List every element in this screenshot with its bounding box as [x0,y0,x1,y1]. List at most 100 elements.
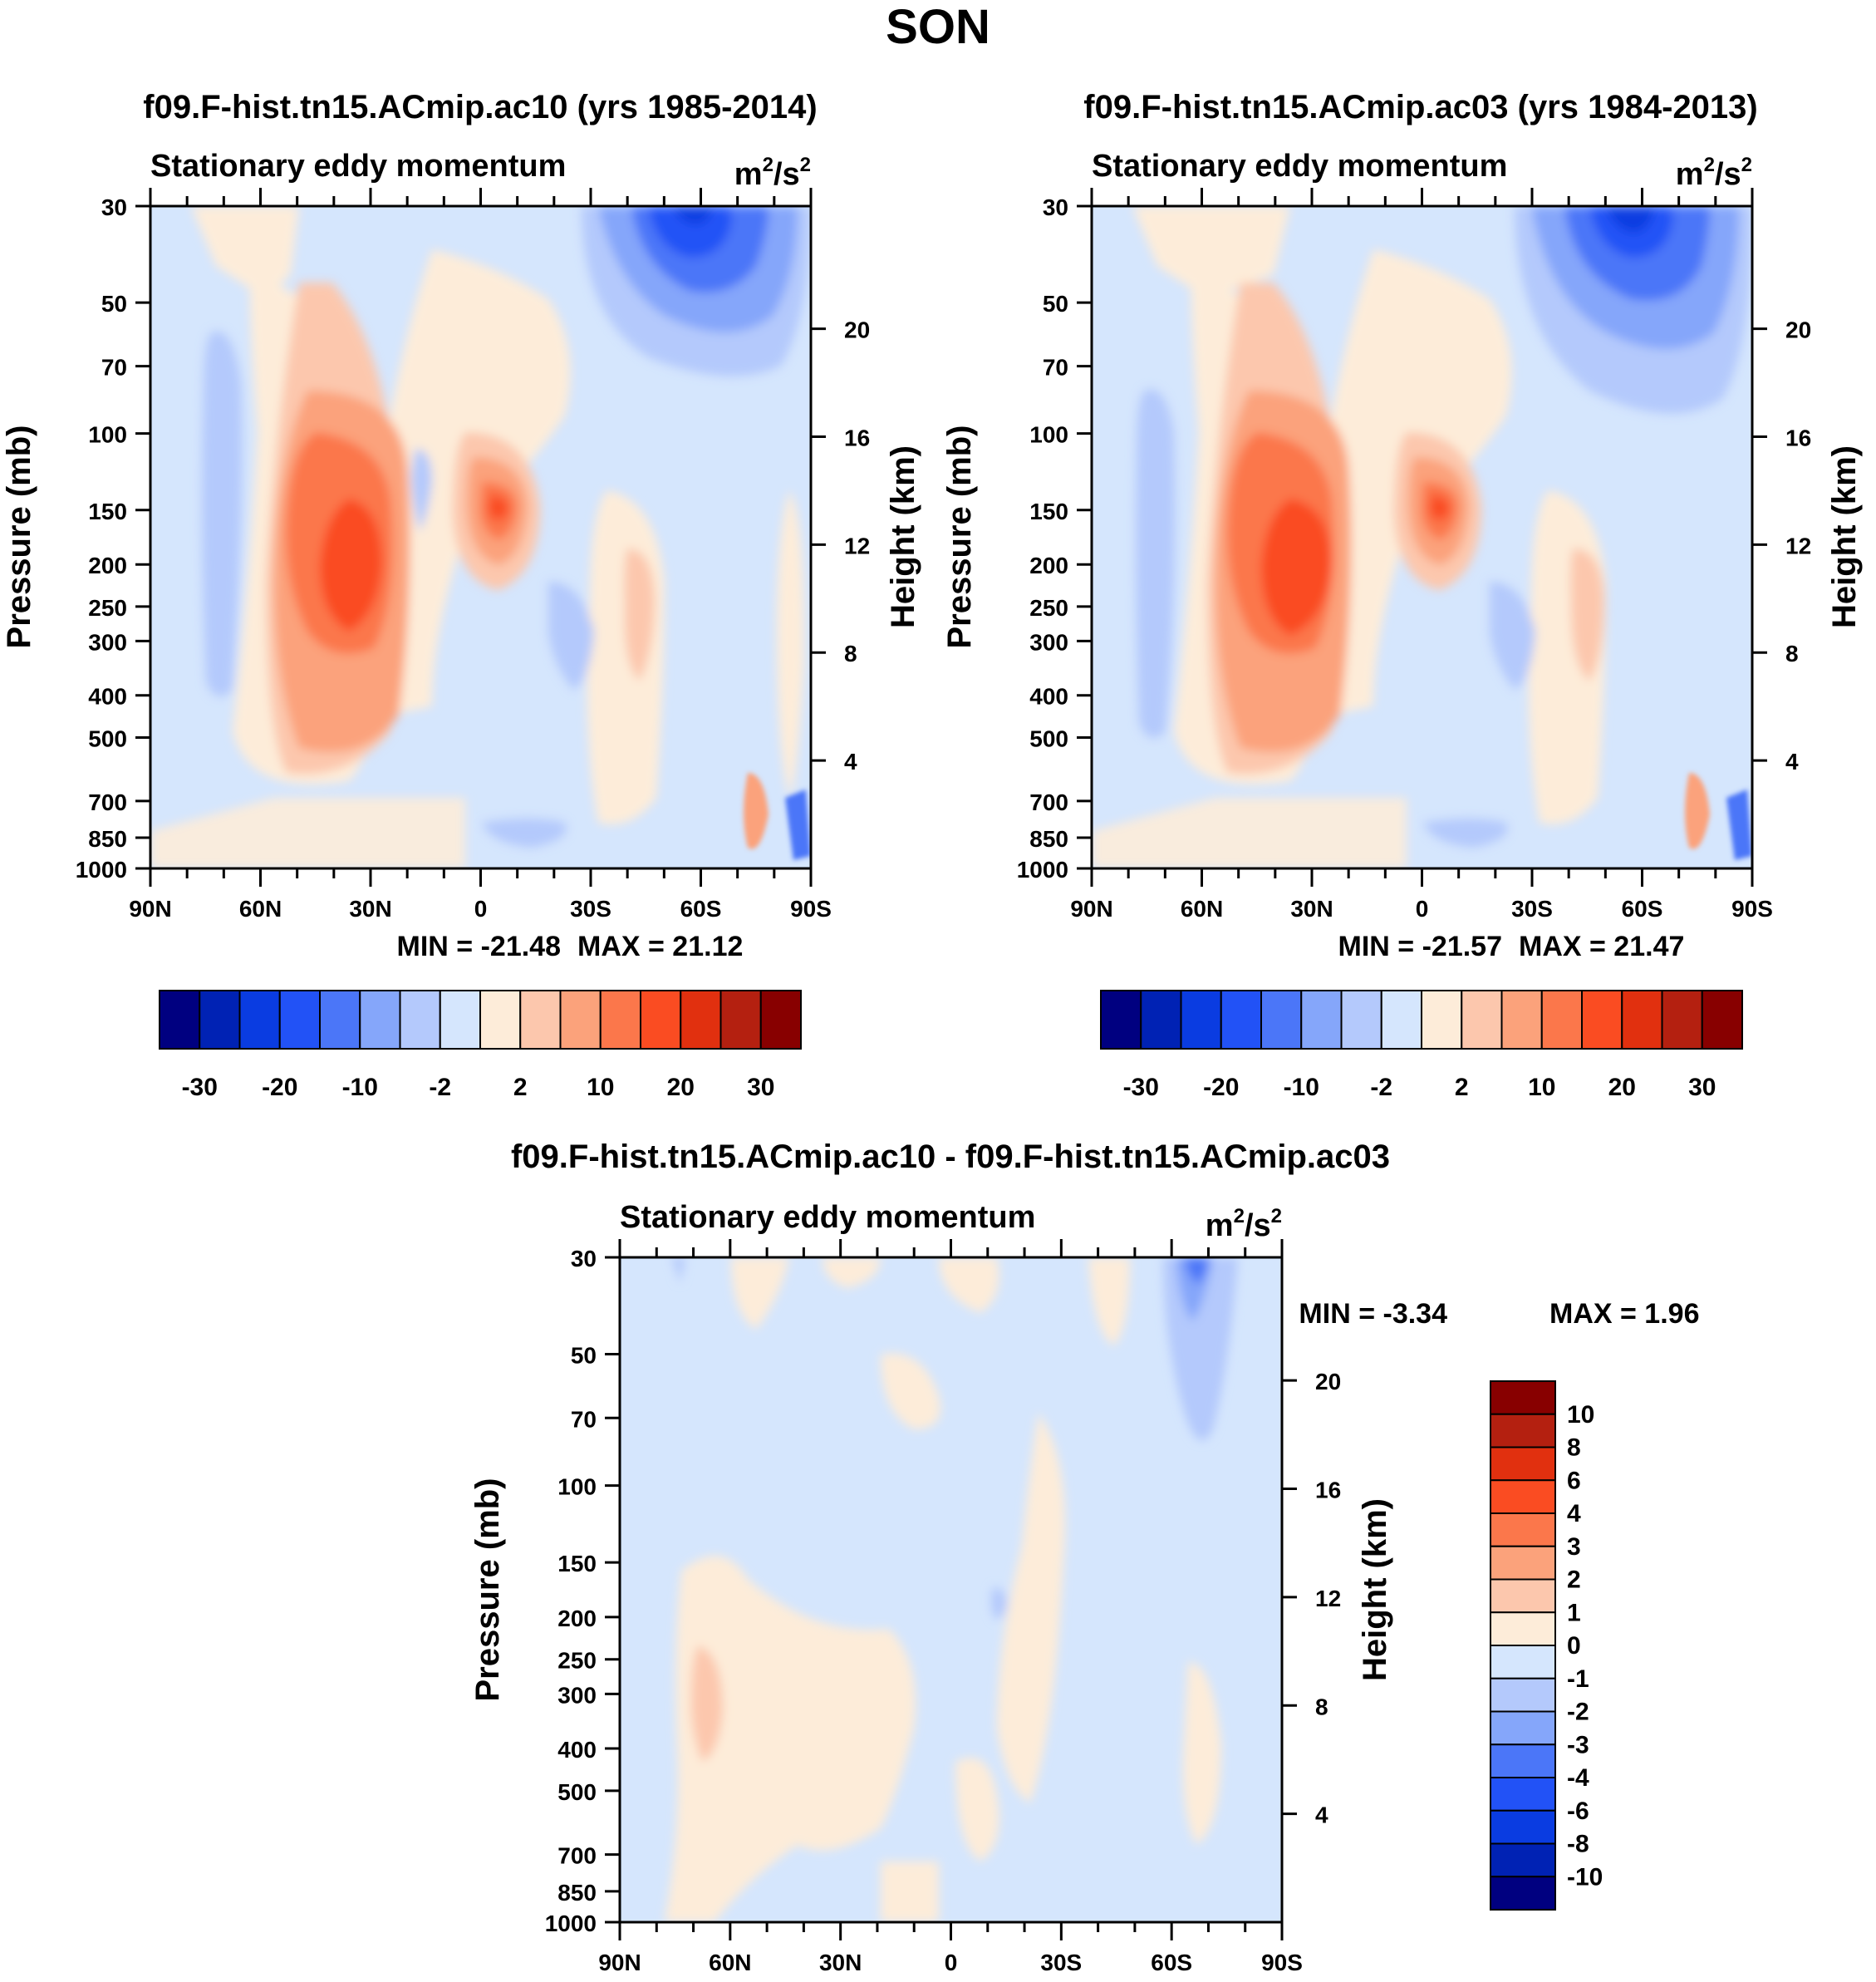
panel-ac03-ylabel: Pressure (mb) [941,425,978,649]
colorbar-swatch [1300,990,1343,1050]
contour-band [1088,1257,1130,1346]
x-tick-label: 60N [1181,896,1223,922]
panel-ac03-min: MIN = -21.57 [1338,931,1502,962]
colorbar-swatch [1490,1413,1556,1448]
contour-band [690,1645,723,1762]
y-tick-label: 700 [557,1843,597,1869]
colorbar-label: -30 [1123,1074,1159,1101]
contour-band [489,494,508,520]
colorbar-swatch [159,990,201,1050]
colorbar-swatch [1490,1842,1556,1878]
x-tick-label: 60S [680,896,722,922]
y-tick-label: 150 [557,1551,597,1576]
colorbar-swatch [1490,1809,1556,1845]
colorbar-swatch [1581,990,1623,1050]
panel-diff-left-string: Stationary eddy momentum [620,1200,1035,1235]
contour-band [1430,494,1450,520]
y-tick-label: 1000 [545,1911,597,1936]
colorbar-label: -20 [1203,1074,1239,1101]
colorbar-label: 2 [1455,1074,1469,1101]
y-tick-label: 300 [88,629,127,655]
colorbar-swatch [479,990,522,1050]
colorbar-swatch [1180,990,1222,1050]
y2-tick-label: 8 [1315,1694,1328,1719]
colorbar-swatch [199,990,241,1050]
panel-diff-max: MAX = 1.96 [1549,1298,1699,1330]
y2-tick-label: 4 [844,749,857,775]
colorbar-swatch [1421,990,1463,1050]
x-tick-label: 30N [1290,896,1333,922]
colorbar-swatch [1490,1611,1556,1646]
colorbar-swatch [359,990,401,1050]
x-tick-label: 30S [1040,1950,1082,1975]
panel-ac03-max: MAX = 21.47 [1519,931,1684,962]
y2-tick-label: 12 [1785,533,1811,558]
panel-ac10-title: f09.F-hist.tn15.ACmip.ac10 (yrs 1985-201… [143,89,817,125]
panel-diff-ylabel: Pressure (mb) [469,1478,506,1702]
x-tick-label: 90N [598,1950,641,1975]
contour-band [1184,1257,1209,1284]
colorbar-swatch [680,990,722,1050]
x-tick-label: 60S [1151,1950,1192,1975]
colorbar-swatch [238,990,281,1050]
y-tick-label: 400 [557,1737,597,1763]
colorbar-label: 20 [1608,1074,1636,1101]
panel-ac03-y2label: Height (km) [1826,445,1863,628]
panel-ac03: f09.F-hist.tn15.ACmip.ac03 (yrs 1984-201… [941,89,1863,1101]
y-tick-label: 300 [1029,629,1068,655]
contour-band [1570,548,1604,681]
contour-band [785,789,811,860]
panel-ac10-axes: 30 50 70 100 150 200 250 300 400 500 700 850 1000 20 1… [76,188,870,922]
colorbar-label: -10 [342,1074,378,1101]
panel-ac03-contour-field [1092,206,1752,868]
colorbar-swatch [1461,990,1503,1050]
y2-tick-label: 8 [1785,641,1799,666]
colorbar-swatch [399,990,441,1050]
contour-band [731,1257,789,1330]
y2-tick-label: 16 [1785,425,1811,450]
colorbar-swatch [1490,1380,1556,1415]
y2-tick-label: 4 [1785,749,1799,775]
y-tick-label: 300 [557,1682,597,1708]
contour-band [624,548,655,681]
contour-band [1136,389,1176,738]
colorbar-swatch [1490,1446,1556,1482]
colorbar-swatch [1490,1876,1556,1911]
contour-band [587,490,665,824]
panel-diff-units: m2/s2 [1206,1205,1282,1243]
x-tick-label: 30S [1511,896,1553,922]
colorbar-swatch [1340,990,1382,1050]
panel-ac10-units: m2/s2 [734,154,811,192]
x-tick-label: 60N [239,896,282,922]
colorbar-label: 30 [1688,1074,1716,1101]
contour-band [939,1257,999,1313]
y2-tick-label: 12 [844,533,870,558]
contour-band [320,499,382,632]
figure-title: SON [886,0,990,54]
colorbar-label: 10 [1567,1401,1594,1429]
y-tick-label: 850 [557,1880,597,1906]
colorbar-label: -2 [429,1074,451,1101]
x-tick-label: 60N [709,1950,751,1975]
colorbar-swatch [559,990,602,1050]
y-tick-label: 200 [88,553,127,578]
panel-diff-y2label: Height (km) [1357,1498,1393,1681]
y-tick-label: 200 [1029,553,1068,578]
contour-band [665,1556,916,1922]
colorbar-swatch [1701,990,1743,1050]
colorbar-swatch [1500,990,1543,1050]
colorbar-label: 8 [1567,1434,1581,1462]
colorbar-swatch [719,990,762,1050]
contour-band [191,206,299,299]
x-tick-label: 30S [570,896,611,922]
colorbar-swatch [1490,1710,1556,1746]
panel-ac03-left-string: Stationary eddy momentum [1092,149,1507,184]
y-tick-label: 50 [101,291,127,317]
contour-band [411,449,432,532]
colorbar-swatch [278,990,321,1050]
panel-diff-contour-field [620,1257,1282,1922]
y-tick-label: 400 [1029,684,1068,710]
colorbar-label: -10 [1567,1863,1603,1891]
y-tick-label: 700 [1029,789,1068,815]
y-tick-label: 70 [101,355,127,381]
